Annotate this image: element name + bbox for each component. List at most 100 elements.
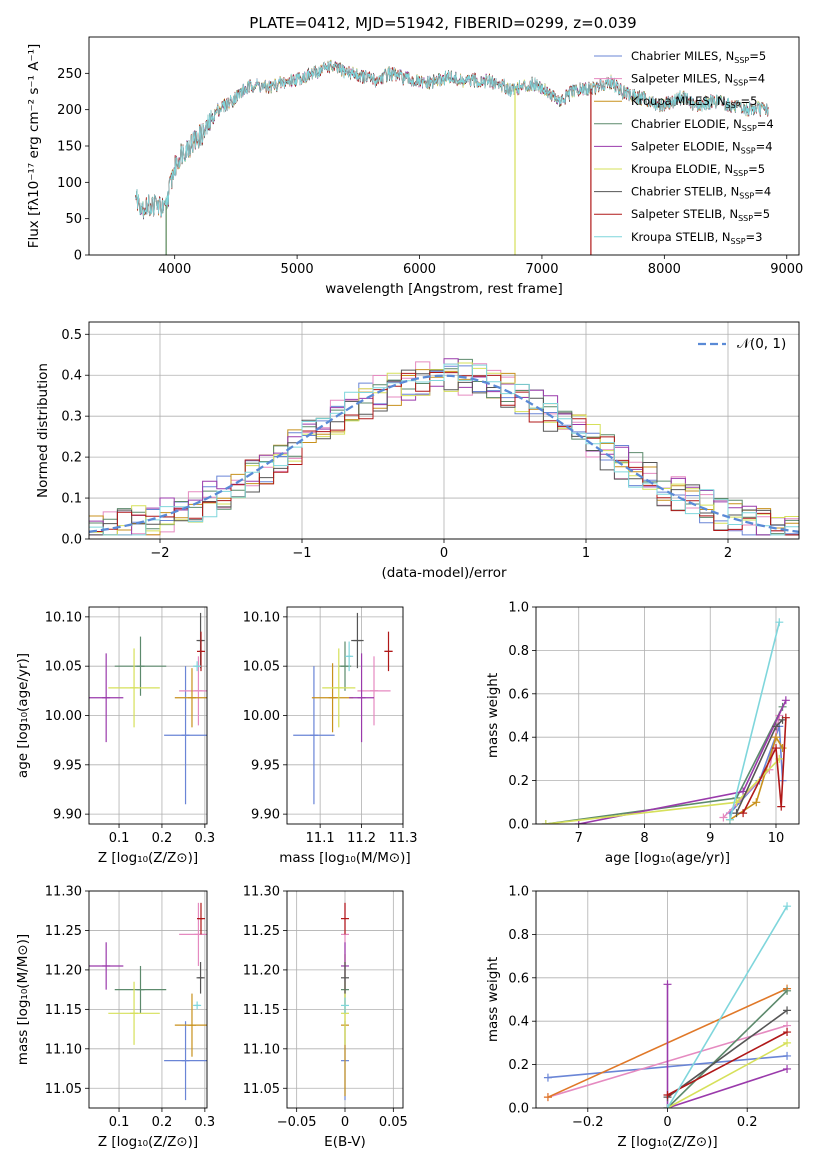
x-tick-label: 0.2 [152, 1115, 173, 1130]
y-tick-label: 9.95 [251, 758, 280, 773]
y-axis-label: Flux [fλ10⁻¹⁷ erg cm⁻² s⁻¹ A⁻¹] [26, 44, 42, 249]
y-tick-label: 0.0 [508, 818, 529, 833]
weight-marker [783, 1051, 792, 1060]
x-tick-label: 11.3 [389, 831, 418, 846]
weight-marker [775, 618, 784, 627]
panel-age-Z: 0.1 0.2 0.3 9.90 9.95 10.00 10.05 10.10 Z [log₁₀… [15, 606, 215, 866]
axes-frame [88, 36, 800, 256]
y-tick-label: 10.10 [45, 610, 82, 625]
y-tick-label: 11.20 [243, 963, 280, 978]
legend: Chabrier MILES, NSSP=5 Salpeter MILES, NS… [594, 49, 774, 246]
data-point [345, 641, 354, 672]
axes-frame [88, 890, 208, 1109]
y-tick-label: 1.0 [508, 601, 529, 616]
y-tick-label: 10.10 [243, 610, 280, 625]
legend-entry: Salpeter MILES, NSSP=4 [631, 72, 765, 88]
y-tick-label: 11.30 [243, 885, 280, 900]
y-axis-label: age [log₁₀(age/yr)] [15, 653, 31, 778]
y-tick-label: 10.00 [243, 709, 280, 724]
x-tick-label: −0.05 [277, 1115, 317, 1130]
spectrum-line [135, 61, 769, 218]
panel-mass-Z: 0.1 0.2 0.3 11.05 11.10 11.15 11.20 11.25 11.30 Z… [15, 885, 216, 1151]
x-tick-label: 0.1 [109, 1115, 130, 1130]
panel-spectrum: 4000 5000 6000 7000 8000 9000 0 50 100 150 200 250 w… [26, 36, 803, 297]
weight-line [667, 1042, 788, 1108]
y-tick-label: 0.4 [61, 369, 82, 384]
y-tick-label: 0.2 [508, 774, 529, 789]
weight-marker [781, 713, 790, 722]
weight-line [742, 717, 787, 814]
y-tick-label: 0.8 [508, 928, 529, 943]
plot-area [341, 902, 349, 1101]
weight-marker [783, 1038, 792, 1047]
plot-area [541, 618, 790, 824]
y-tick-label: 11.15 [45, 1003, 82, 1018]
weight-marker [719, 813, 728, 822]
x-tick-label: 0.05 [379, 1115, 408, 1130]
y-tick-label: 250 [57, 67, 82, 82]
x-tick-label: −2 [150, 546, 169, 561]
data-point [341, 902, 349, 935]
x-tick-label: −0.2 [572, 1115, 604, 1130]
data-point [196, 902, 205, 935]
x-tick-label: 11.1 [306, 831, 335, 846]
x-axis-label: Z [log₁₀(Z/Z⊙)] [98, 850, 198, 866]
data-point [179, 656, 207, 726]
data-point [164, 1021, 207, 1101]
data-point [351, 612, 364, 669]
weight-marker [541, 820, 550, 824]
panel-weight-Z: −0.2 0 0.2 0.0 0.2 0.4 0.6 0.8 1.0 Z [log₁₀(Z/Z⊙)… [485, 885, 800, 1150]
legend-entry: Kroupa MILES, NSSP=5 [631, 94, 757, 110]
y-tick-label: 11.15 [243, 1003, 280, 1018]
x-tick-label: 7 [575, 831, 583, 846]
weight-line [729, 622, 781, 820]
x-tick-label: 5000 [281, 262, 314, 277]
y-tick-label: 0.5 [61, 328, 82, 343]
plot-area [135, 59, 769, 255]
plot-area [89, 902, 207, 1101]
data-point [89, 942, 124, 990]
weight-marker [739, 809, 748, 818]
x-tick-label: 0.2 [152, 831, 173, 846]
weight-marker [771, 733, 780, 742]
x-tick-label: −1 [292, 546, 311, 561]
weight-marker [781, 696, 790, 705]
x-tick-label: 0.1 [109, 831, 130, 846]
axes-frame [88, 606, 208, 825]
data-point [174, 993, 207, 1057]
data-point [196, 962, 205, 994]
y-tick-label: 11.05 [243, 1082, 280, 1097]
x-tick-label: 8000 [648, 262, 681, 277]
x-tick-label: 0.3 [195, 1115, 216, 1130]
weight-line [666, 905, 788, 1108]
legend-entry: 𝒩(0, 1) [737, 336, 786, 352]
y-tick-label: 11.30 [45, 885, 82, 900]
y-tick-label: 0.2 [61, 451, 82, 466]
y-tick-label: 150 [57, 140, 82, 155]
x-tick-label: 6000 [403, 262, 436, 277]
y-tick-label: 11.25 [45, 924, 82, 939]
data-point [196, 631, 205, 672]
axes-frame [286, 890, 404, 1109]
x-tick-label: 0.2 [737, 1115, 758, 1130]
x-axis-label: mass [log₁₀(M/M⊙)] [279, 850, 410, 866]
x-tick-label: 7000 [525, 262, 558, 277]
data-point [193, 1001, 202, 1010]
axes-frame [88, 321, 800, 540]
weight-marker [663, 980, 672, 989]
weight-line [667, 1009, 788, 1098]
data-point [349, 653, 374, 743]
data-point [193, 661, 202, 672]
weight-marker [725, 815, 734, 824]
y-tick-label: 0.6 [508, 687, 529, 702]
panel-mass-EBV: −0.05 0 0.05 11.05 11.10 11.15 11.20 11.25 11.30… [243, 885, 408, 1151]
y-tick-label: 0 [74, 249, 82, 264]
y-tick-label: 11.10 [45, 1042, 82, 1057]
y-axis-label: mass [log₁₀(M/M⊙)] [15, 934, 31, 1065]
legend-entry: Kroupa ELODIE, NSSP=5 [631, 162, 765, 178]
normal-curve [89, 374, 799, 533]
plot-area [89, 358, 799, 536]
weight-marker [543, 1093, 552, 1102]
y-tick-label: 100 [57, 176, 82, 191]
